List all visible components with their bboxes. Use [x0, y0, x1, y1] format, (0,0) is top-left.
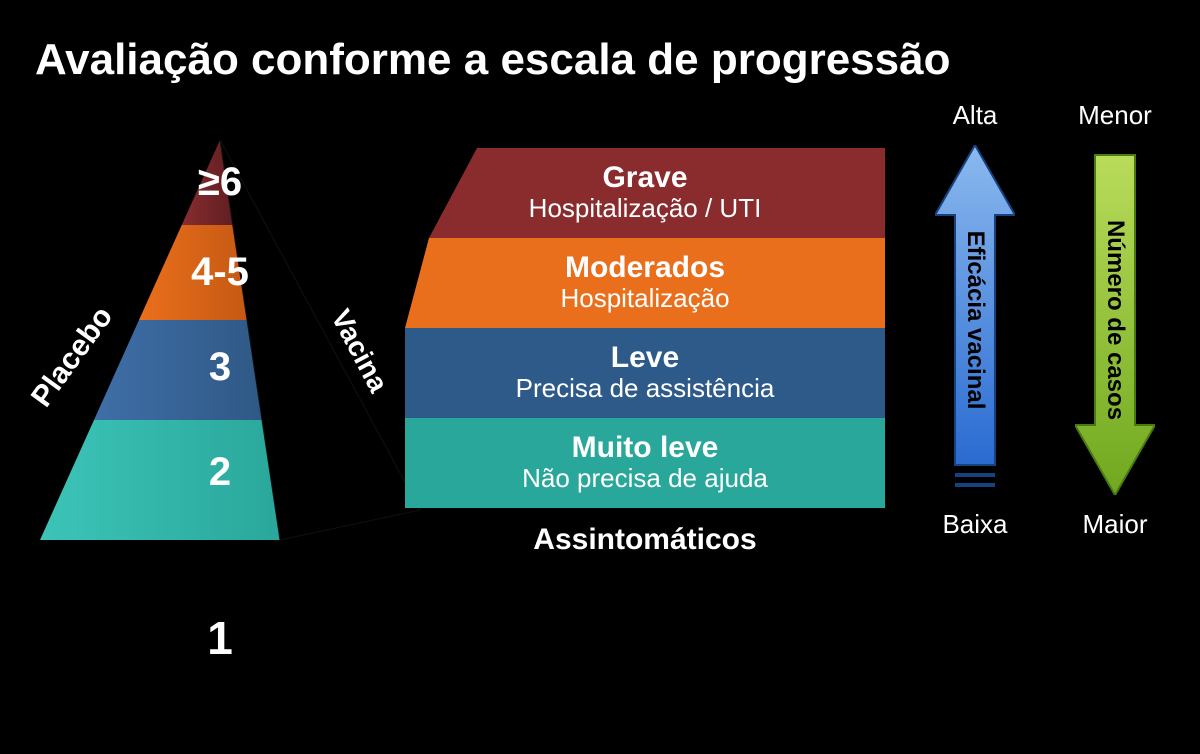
pyr-label-2: 2 — [170, 450, 270, 495]
bar-grave: Grave Hospitalização / UTI — [405, 148, 885, 238]
arrow-efficacy: Alta Eficácia vacinal Baixa — [910, 100, 1040, 540]
severity-bars: Grave Hospitalização / UTI Moderados Hos… — [405, 148, 885, 508]
bar-leve: Leve Precisa de assistência — [405, 328, 885, 418]
bar-leve-title: Leve — [611, 343, 679, 373]
arrow-cases-bottom: Maior — [1050, 509, 1180, 540]
arrow-cases-label: Número de casos — [1101, 220, 1129, 420]
bar-moderados: Moderados Hospitalização — [405, 238, 885, 328]
pyr-label-3: 3 — [170, 345, 270, 390]
arrow-efficacy-label: Eficácia vacinal — [961, 231, 989, 410]
page-title: Avaliação conforme a escala de progressã… — [35, 35, 950, 85]
bar-moderados-title: Moderados — [565, 253, 725, 283]
bar-muito-leve-title: Muito leve — [572, 433, 719, 463]
bar-muito-leve: Muito leve Não precisa de ajuda — [405, 418, 885, 508]
bar-grave-title: Grave — [602, 163, 687, 193]
pyramid-diagram: ≥6 4-5 3 2 1 Placebo Vacina — [20, 140, 420, 620]
bar-moderados-subtitle: Hospitalização — [560, 285, 729, 312]
arrow-efficacy-top: Alta — [910, 100, 1040, 131]
arrows-panel: Alta Eficácia vacinal Baixa Menor — [910, 100, 1190, 540]
pyr-base-label: 1 — [20, 611, 420, 665]
bars-bottom-label: Assintomáticos — [405, 523, 885, 557]
arrow-cases: Menor Número de casos Maior — [1050, 100, 1180, 540]
arrow-efficacy-bottom: Baixa — [910, 509, 1040, 540]
pyr-label-6: ≥6 — [170, 160, 270, 205]
pyr-label-45: 4-5 — [170, 250, 270, 295]
bar-grave-subtitle: Hospitalização / UTI — [529, 195, 762, 222]
bar-muito-leve-subtitle: Não precisa de ajuda — [522, 465, 768, 492]
arrow-cases-top: Menor — [1050, 100, 1180, 131]
bar-leve-subtitle: Precisa de assistência — [516, 375, 775, 402]
